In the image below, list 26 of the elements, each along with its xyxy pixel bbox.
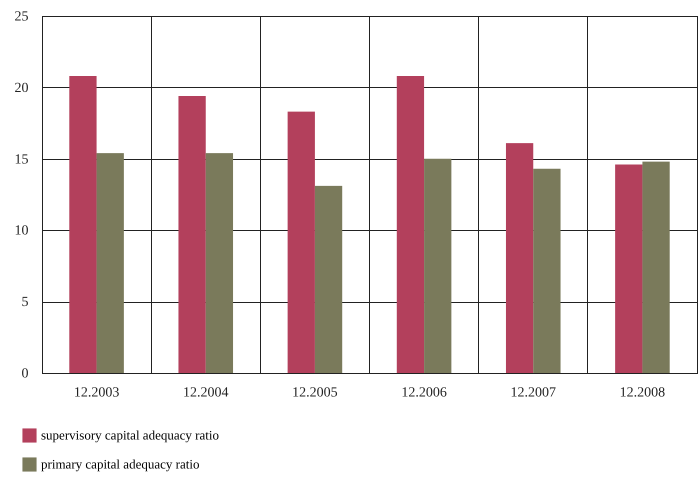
bar [96,153,124,373]
x-tick-label: 12.2005 [292,386,338,400]
x-tick-label: 12.2006 [401,386,447,400]
y-tick-label: 15 [14,152,28,168]
bar [69,76,97,373]
bar [178,96,206,373]
y-tick-label: 5 [22,295,28,310]
bar [506,143,534,373]
bar [396,76,424,373]
bar [206,153,234,373]
x-tick-label: 12.2004 [183,386,228,400]
bar [314,186,342,373]
bar [642,162,670,373]
y-tick-label: 0 [22,366,28,382]
x-tick-label: 12.2003 [74,386,120,400]
bar [533,168,561,373]
bar [424,158,452,373]
x-tick-label: 12.2007 [510,386,556,400]
bar [615,164,642,373]
bar [288,112,315,373]
y-tick-label: 10 [14,224,28,239]
y-tick-label: 25 [14,10,28,24]
y-tick-label: 20 [14,80,28,96]
x-tick-label: 12.2008 [620,386,666,400]
legend-label: primary capital adequacy ratio [41,456,200,472]
legend-label: supervisory capital adequacy ratio [41,428,219,442]
